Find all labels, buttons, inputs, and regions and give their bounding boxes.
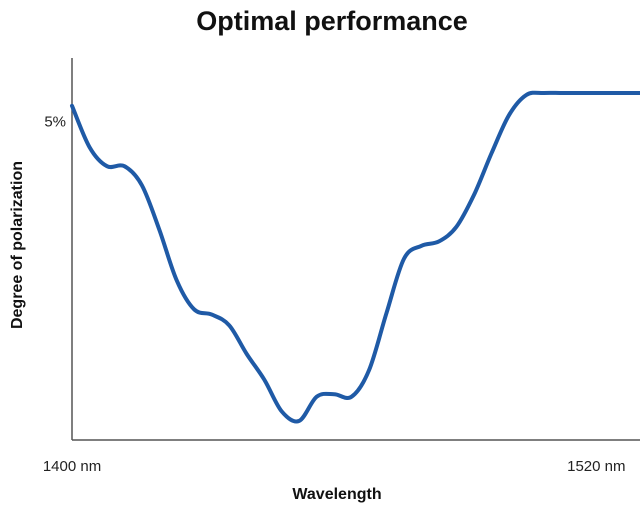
- y-tick-group: 5%: [44, 114, 66, 131]
- x-tick-label: 1520 nm: [567, 458, 625, 475]
- y-axis-label: Degree of polarization: [9, 161, 26, 329]
- chart-title: Optimal performance: [196, 6, 468, 36]
- x-tick-group: 1400 nm 1520 nm: [43, 458, 626, 475]
- x-tick-label: 1400 nm: [43, 458, 101, 475]
- x-axis-label: Wavelength: [292, 486, 381, 503]
- series-line: [70, 90, 640, 424]
- y-tick-label: 5%: [44, 114, 66, 131]
